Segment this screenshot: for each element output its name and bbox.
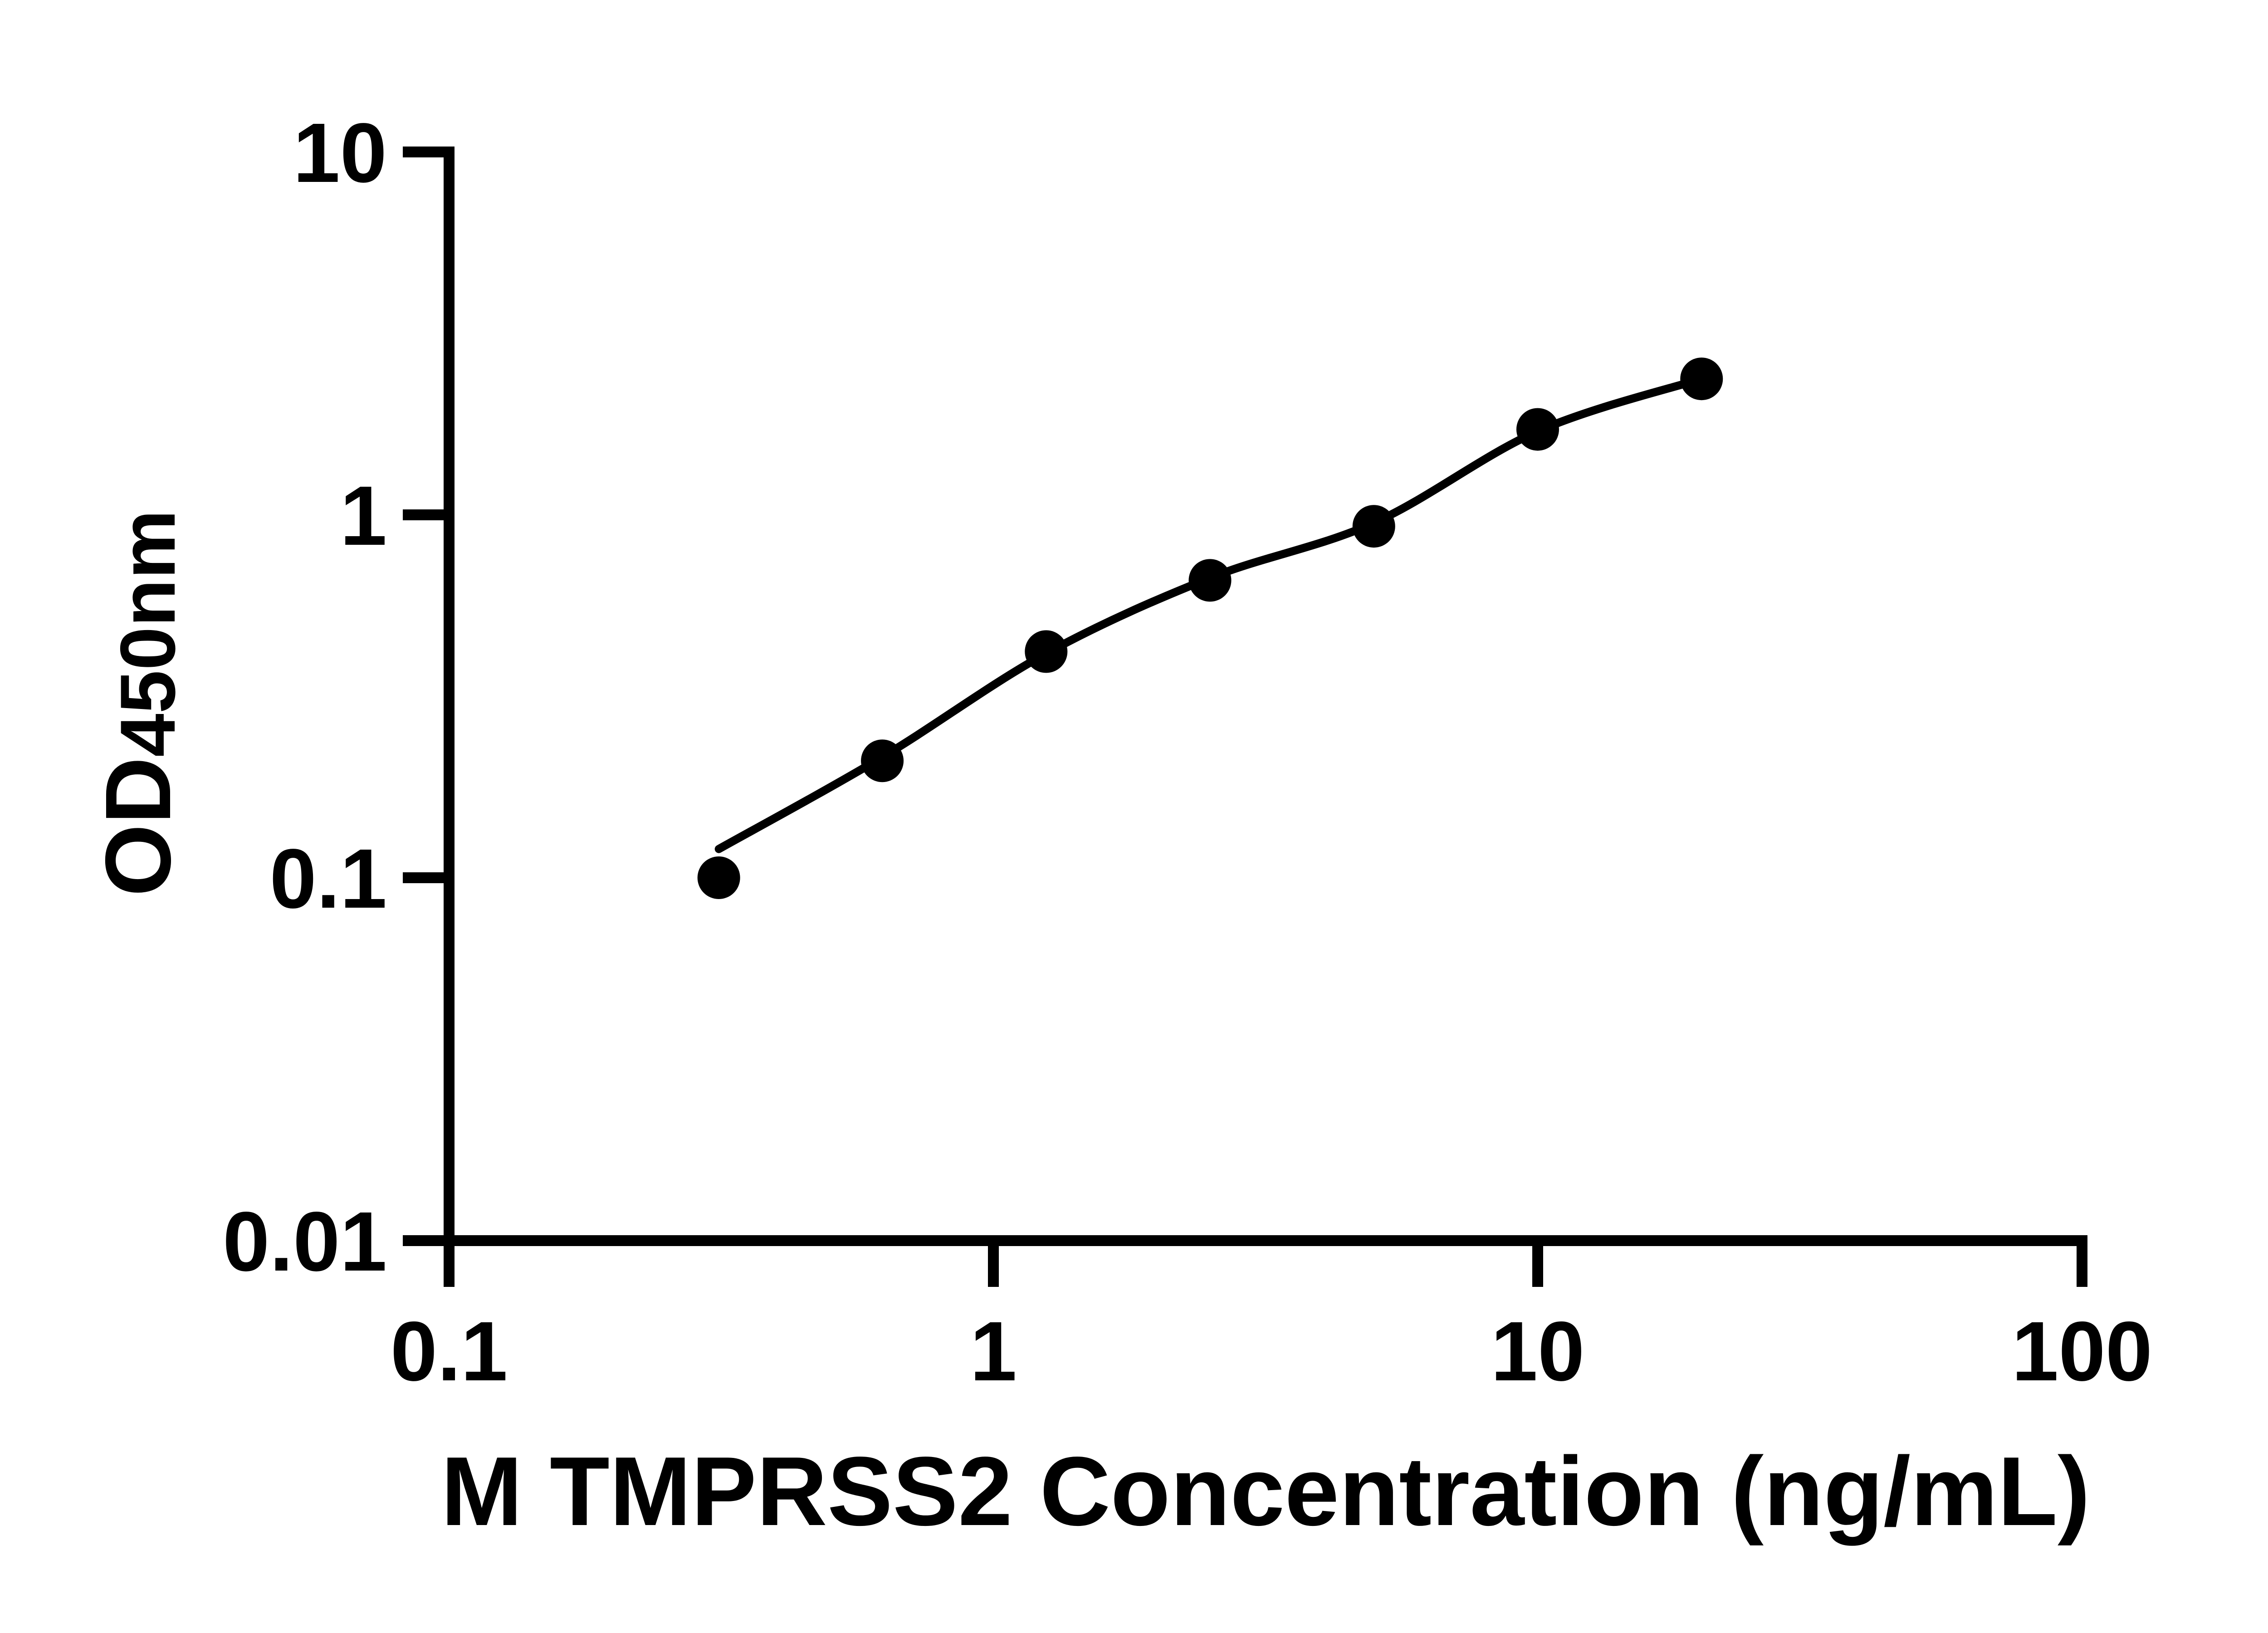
data-point: [697, 856, 740, 899]
data-point: [1680, 357, 1723, 401]
y-tick-label: 0.1: [269, 832, 387, 926]
x-axis-title: M TMPRSS2 Concentration (ng/mL): [441, 1436, 2090, 1546]
x-tick-label: 10: [1491, 1305, 1585, 1398]
y-axis-title: OD450nm: [86, 510, 191, 896]
x-tick-label: 1: [970, 1305, 1017, 1398]
y-axis-title-sub: 450nm: [104, 510, 191, 757]
data-point: [861, 739, 904, 782]
fit-curve-line: [714, 375, 1706, 853]
data-point: [1188, 559, 1232, 602]
data-point: [1025, 630, 1068, 673]
x-tick-label: 0.1: [391, 1305, 508, 1398]
y-axis-title-base: OD: [86, 757, 190, 897]
data-layer: [697, 357, 1723, 899]
data-point: [1516, 408, 1559, 451]
y-tick-label: 10: [293, 106, 387, 200]
data-point: [1352, 505, 1395, 548]
x-tick-label: 100: [2012, 1305, 2152, 1398]
y-tick-label: 0.01: [223, 1195, 387, 1289]
y-tick-label: 1: [340, 469, 387, 563]
